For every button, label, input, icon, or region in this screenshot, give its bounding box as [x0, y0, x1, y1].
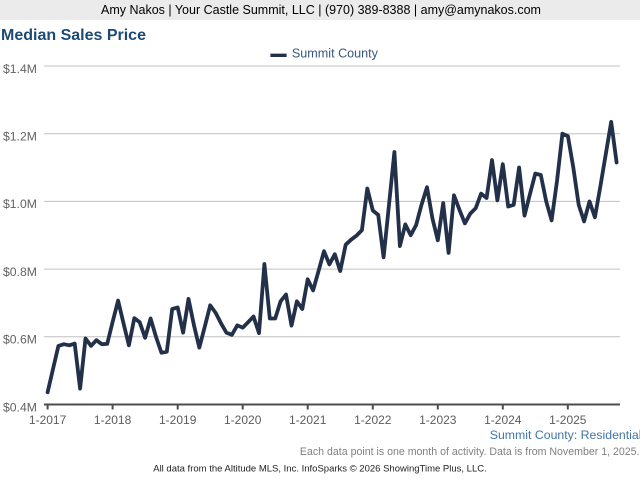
svg-text:Summit County: Summit County	[292, 46, 379, 60]
svg-text:$0.6M: $0.6M	[3, 333, 37, 347]
svg-text:Median Sales Price: Median Sales Price	[1, 27, 146, 44]
svg-text:Amy Nakos | Your Castle Summit: Amy Nakos | Your Castle Summit, LLC | (9…	[101, 3, 541, 17]
svg-text:1-2019: 1-2019	[159, 413, 197, 427]
svg-text:1-2024: 1-2024	[484, 413, 522, 427]
svg-text:$0.4M: $0.4M	[3, 400, 37, 414]
svg-text:1-2021: 1-2021	[289, 413, 327, 427]
svg-text:1-2018: 1-2018	[94, 413, 132, 427]
svg-text:1-2020: 1-2020	[224, 413, 262, 427]
svg-text:Each data point is one month o: Each data point is one month of activity…	[300, 446, 640, 458]
svg-text:1-2023: 1-2023	[419, 413, 457, 427]
svg-text:$0.8M: $0.8M	[3, 265, 37, 279]
svg-text:$1.2M: $1.2M	[3, 130, 37, 144]
svg-text:$1.4M: $1.4M	[3, 62, 37, 76]
svg-text:All data from the Altitude MLS: All data from the Altitude MLS, Inc. Inf…	[153, 464, 487, 475]
svg-text:1-2022: 1-2022	[354, 413, 392, 427]
svg-text:$1.0M: $1.0M	[3, 197, 37, 211]
svg-text:Summit County: Residential: Summit County: Residential	[490, 428, 640, 442]
svg-text:1-2025: 1-2025	[549, 413, 587, 427]
svg-text:1-2017: 1-2017	[29, 413, 67, 427]
